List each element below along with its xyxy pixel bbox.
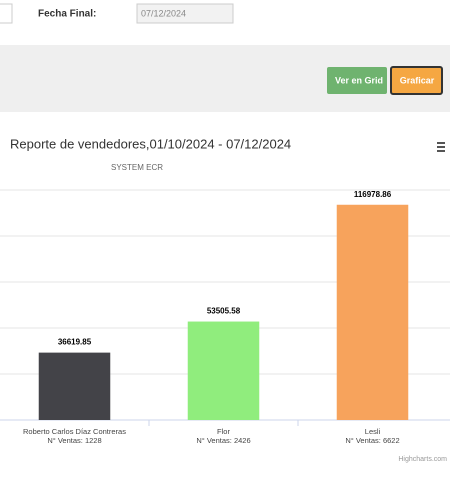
grid-button-label[interactable]: Ver en Grid bbox=[335, 75, 383, 85]
grid-button[interactable] bbox=[327, 67, 387, 94]
chart-subtitle: SYSTEM ECR bbox=[111, 163, 163, 172]
x-tick-label: Flor bbox=[217, 427, 230, 436]
x-tick-detail: N° Ventas: 6622 bbox=[345, 436, 399, 445]
credits: Highcharts.com bbox=[398, 456, 447, 463]
menu-bar[interactable] bbox=[437, 146, 445, 148]
menu-bar[interactable] bbox=[437, 142, 445, 144]
x-tick-detail: N° Ventas: 1228 bbox=[47, 436, 101, 445]
date-input[interactable] bbox=[136, 3, 234, 24]
data-label: 53505.58 bbox=[207, 307, 241, 316]
x-tick-label: Lesli bbox=[365, 427, 381, 436]
field-label: Fecha Final: bbox=[38, 9, 96, 20]
chart-button-label[interactable]: Graficar bbox=[400, 75, 435, 85]
bar bbox=[38, 352, 111, 420]
data-label: 36619.85 bbox=[58, 338, 92, 347]
chart-button[interactable] bbox=[390, 66, 443, 95]
date-value: 07/12/2024 bbox=[141, 8, 186, 18]
menu-bar[interactable] bbox=[437, 150, 445, 152]
bar bbox=[336, 204, 409, 420]
chart-title: Reporte de vendedores,01/10/2024 - 07/12… bbox=[10, 136, 291, 151]
bar bbox=[187, 321, 260, 420]
data-label: 116978.86 bbox=[354, 190, 392, 199]
menu-icon[interactable] bbox=[437, 142, 445, 152]
x-tick-detail: N° Ventas: 2426 bbox=[196, 436, 250, 445]
input-box[interactable] bbox=[0, 3, 13, 24]
x-tick-label: Roberto Carlos Díaz Contreras bbox=[23, 427, 126, 436]
